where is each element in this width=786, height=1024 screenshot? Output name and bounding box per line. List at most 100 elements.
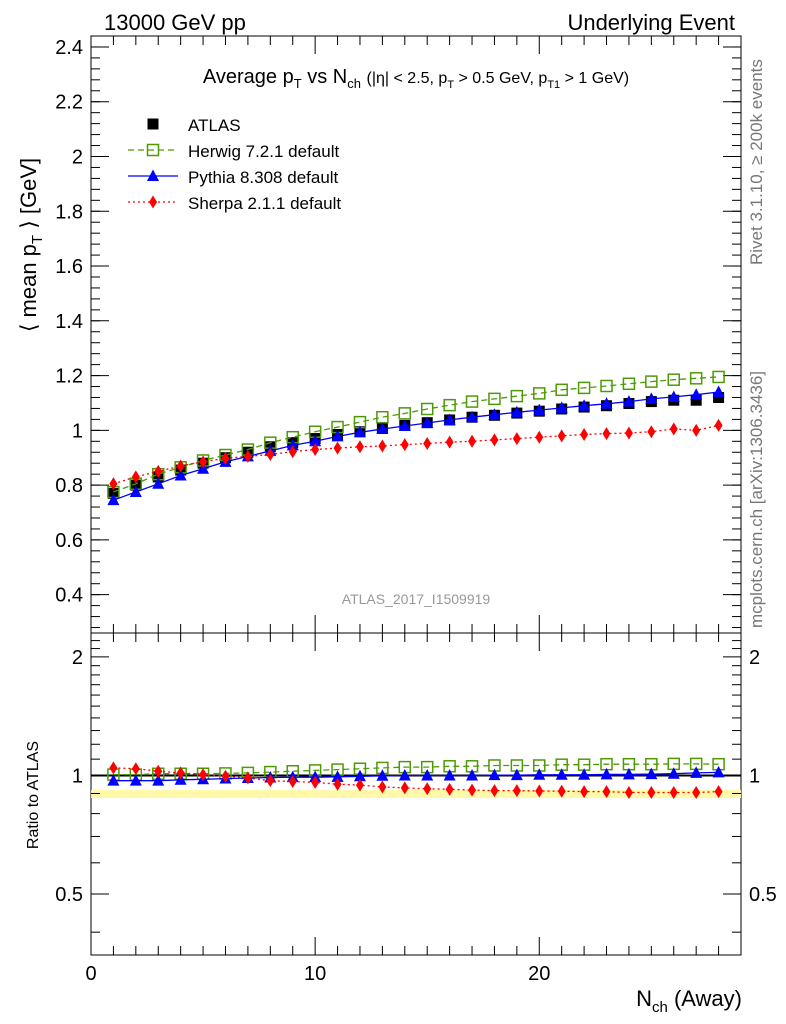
main-pythia-point bbox=[129, 485, 142, 497]
legend-marker-pythia bbox=[147, 169, 159, 181]
ratio-herwig-line bbox=[113, 763, 719, 776]
ratio-sherpa-point bbox=[355, 778, 364, 792]
main-sherpa-point bbox=[445, 435, 454, 449]
main-y-tick-label: 1.8 bbox=[55, 201, 83, 223]
legend-item-herwig: Herwig 7.2.1 default bbox=[128, 142, 339, 161]
main-sherpa-point bbox=[266, 447, 275, 461]
ratio-sherpa-point bbox=[154, 764, 163, 778]
main-y-tick-label: 1.4 bbox=[55, 311, 83, 333]
main-sherpa-point bbox=[557, 429, 566, 443]
ratio-pythia-point bbox=[510, 768, 523, 781]
main-y-tick-label: 1.2 bbox=[55, 366, 83, 388]
ratio-sherpa-point bbox=[243, 771, 252, 785]
main-pythia-point bbox=[107, 493, 120, 506]
ratio-pythia-point bbox=[398, 768, 411, 781]
main-herwig-point bbox=[667, 373, 681, 386]
ratio-sherpa-point bbox=[535, 784, 544, 798]
main-atlas-point bbox=[107, 487, 119, 499]
legend-label-atlas: ATLAS bbox=[188, 116, 241, 135]
main-pythia-point bbox=[331, 429, 344, 442]
main-sherpa-point bbox=[199, 455, 208, 469]
main-sherpa-point bbox=[176, 459, 185, 473]
ratio-sherpa-point bbox=[468, 783, 477, 797]
ratio-sherpa-point bbox=[669, 786, 678, 800]
main-y-tick-label: 2.4 bbox=[55, 37, 83, 59]
ratio-sherpa-point bbox=[490, 784, 499, 798]
main-herwig-point bbox=[622, 377, 636, 391]
legend-marker-herwig bbox=[146, 143, 160, 157]
ratio-sherpa-point bbox=[266, 774, 275, 788]
main-herwig-point bbox=[488, 392, 501, 406]
mcplots-label: mcplots.cern.ch [arXiv:1306.3436] bbox=[747, 371, 766, 628]
main-pythia-point bbox=[488, 408, 501, 420]
main-pythia-point bbox=[578, 399, 591, 411]
legend-item-atlas: ATLAS bbox=[147, 116, 241, 135]
ratio-pythia-point bbox=[152, 774, 165, 786]
main-sherpa-point bbox=[468, 434, 477, 448]
ratio-pythia-point bbox=[443, 768, 456, 781]
main-pythia-point bbox=[152, 477, 165, 489]
ratio-sherpa-point bbox=[445, 782, 454, 796]
ratio-uncertainty-band bbox=[91, 790, 741, 798]
main-sherpa-point bbox=[602, 427, 611, 441]
ratio-pythia-point bbox=[645, 767, 658, 780]
main-sherpa-point bbox=[355, 440, 364, 454]
x-tick-label: 0 bbox=[85, 963, 96, 985]
main-pythia-point bbox=[353, 425, 366, 438]
ratio-sherpa-point bbox=[602, 785, 611, 799]
ratio-pythia-line bbox=[113, 771, 719, 782]
ratio-y-tick-label: 1 bbox=[72, 765, 83, 787]
main-sherpa-point bbox=[669, 422, 678, 436]
main-pythia-point bbox=[398, 419, 411, 431]
main-atlas-point bbox=[690, 394, 702, 406]
main-herwig-point bbox=[443, 398, 456, 412]
main-panel: 0.40.60.811.21.41.61.822.22.4 Average pT… bbox=[16, 35, 742, 634]
ratio-y-tick-label-right: 1 bbox=[749, 765, 760, 787]
ratio-y-tick-label-right: 2 bbox=[749, 647, 760, 669]
main-y-tick-label: 2.2 bbox=[55, 92, 83, 114]
ratio-pythia-point bbox=[600, 767, 613, 780]
main-sherpa-point bbox=[400, 438, 409, 452]
ratio-y-tick-label: 2 bbox=[72, 647, 83, 669]
x-tick-label: 20 bbox=[528, 963, 550, 985]
main-y-tick-label: 1 bbox=[72, 420, 83, 442]
main-pythia-point bbox=[667, 390, 680, 402]
ratio-sherpa-point bbox=[557, 784, 566, 798]
ratio-pythia-point bbox=[712, 765, 725, 778]
ratio-pythia-point bbox=[533, 768, 546, 780]
main-sherpa-line bbox=[113, 424, 719, 485]
ratio-sherpa-point bbox=[199, 768, 208, 782]
main-sherpa-point bbox=[378, 439, 387, 453]
ratio-sherpa-point bbox=[378, 780, 387, 794]
main-herwig-point bbox=[465, 395, 479, 408]
ratio-panel: 0.5 1 2 0.5 1 2 Ratio to ATLAS bbox=[25, 632, 777, 956]
main-herwig-point bbox=[398, 407, 412, 420]
main-sherpa-point bbox=[221, 451, 230, 465]
main-pythia-point bbox=[466, 410, 479, 423]
analysis-watermark: ATLAS_2017_I1509919 bbox=[342, 591, 491, 607]
main-herwig-point bbox=[645, 375, 658, 388]
main-sherpa-point bbox=[288, 445, 297, 459]
ratio-sherpa-point bbox=[131, 762, 140, 776]
ratio-y-label: Ratio to ATLAS bbox=[25, 741, 42, 849]
ratio-sherpa-point bbox=[400, 781, 409, 795]
main-sherpa-point bbox=[512, 432, 521, 446]
main-herwig-point bbox=[533, 387, 546, 400]
main-pythia-point bbox=[376, 422, 389, 434]
main-y-tick-label: 2 bbox=[72, 146, 83, 168]
main-sherpa-point bbox=[692, 423, 701, 437]
ratio-pythia-point bbox=[129, 774, 142, 786]
legend-marker-sherpa bbox=[149, 195, 157, 209]
header-right: Underlying Event bbox=[567, 10, 735, 35]
main-pythia-point bbox=[600, 397, 613, 409]
main-sherpa-point bbox=[109, 477, 118, 491]
main-sherpa-point bbox=[311, 443, 320, 457]
ratio-sherpa-point bbox=[176, 766, 185, 780]
main-pythia-point bbox=[622, 395, 635, 407]
legend-item-sherpa: Sherpa 2.1.1 default bbox=[128, 194, 341, 213]
ratio-pythia-point bbox=[555, 768, 568, 780]
x-axis: 0 10 20 bbox=[85, 36, 742, 985]
legend-item-pythia: Pythia 8.308 default bbox=[128, 168, 339, 187]
